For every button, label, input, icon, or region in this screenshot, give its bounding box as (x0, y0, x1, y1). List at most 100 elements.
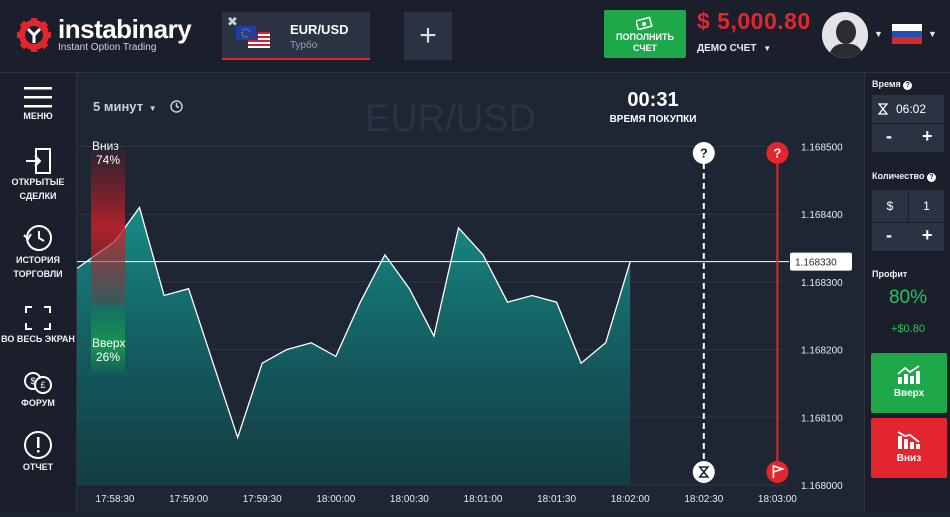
nav-label: ФОРУМ (21, 398, 55, 408)
down-sentiment-bar (91, 150, 125, 305)
deposit-button[interactable]: ПОПОЛНИТЬ СЧЕТ (604, 10, 686, 58)
x-tick-label: 18:02:00 (611, 494, 650, 505)
timeframe-selector[interactable]: 5 минут ▼ (93, 99, 183, 116)
deposit-label-2: СЧЕТ (632, 43, 658, 53)
y-tick-label: 1.168500 (801, 143, 843, 154)
avatar[interactable] (822, 12, 868, 58)
price-area (77, 207, 631, 485)
alert-icon (24, 431, 52, 459)
x-tick-label: 18:03:00 (758, 494, 797, 505)
svg-text:?: ? (773, 146, 781, 161)
account-label: ДЕМО СЧЕТ (697, 43, 757, 54)
price-line (76, 206, 631, 440)
x-tick-label: 18:01:30 (537, 494, 576, 505)
nav-forum[interactable]: $ £ ФОРУМ (0, 370, 76, 410)
up-sentiment-bar (91, 305, 125, 373)
finish-flag-icon (766, 461, 789, 483)
profit-amount: +$0.80 (891, 323, 925, 335)
nav-label: ОТЧЕТ (22, 462, 54, 472)
nav-label: ОТКРЫТЫЕ (11, 177, 65, 187)
time-label-text: Время (872, 79, 901, 89)
time-minus-button[interactable]: - (886, 126, 892, 146)
svg-text:£: £ (40, 380, 45, 390)
svg-text:?: ? (700, 146, 708, 161)
nav-report[interactable]: ОТЧЕТ (0, 430, 76, 474)
asset-name: EUR/USD (290, 22, 349, 37)
nav-label: СДЕЛКИ (19, 191, 57, 201)
deposit-label-1: ПОПОЛНИТЬ (616, 32, 674, 42)
quantity-input[interactable]: $ 1 (872, 190, 944, 222)
x-tick-label: 18:01:00 (464, 494, 503, 505)
user-silhouette-icon (822, 12, 868, 58)
left-nav: МЕНЮ ОТКРЫТЫЕ СДЕЛКИ ИСТОРИЯ ТОРГОВЛИ ВО… (0, 73, 77, 512)
down-button-label: Вниз (896, 453, 922, 464)
y-tick-label: 1.168000 (801, 481, 843, 492)
quantity-stepper: - + (872, 223, 944, 251)
clock-icon[interactable] (170, 100, 183, 116)
nav-open-trades[interactable]: ОТКРЫТЫЕ СДЕЛКИ (0, 147, 76, 203)
x-tick-label: 18:00:30 (390, 494, 429, 505)
asset-tab-eurusd[interactable]: ✖ EUR/USD Турбо (222, 12, 370, 60)
russia-flag-icon[interactable] (892, 24, 922, 44)
help-icon[interactable]: ? (926, 173, 936, 182)
current-price-tag: 1.168330 (790, 252, 852, 271)
chevron-down-icon: ▼ (148, 104, 157, 113)
time-stepper: - + (872, 124, 944, 152)
help-icon[interactable]: ? (903, 81, 913, 90)
close-icon[interactable]: ✖ (227, 14, 238, 29)
eu-us-flag-icon (236, 26, 270, 48)
nav-fullscreen[interactable]: ВО ВЕСЬ ЭКРАН (0, 304, 76, 346)
svg-text:$: $ (30, 376, 35, 386)
quantity-label-text: Количество (872, 171, 925, 181)
down-label: Вниз (92, 139, 119, 153)
up-percent: 26% (96, 350, 120, 364)
profit-percent: 80% (888, 287, 928, 308)
money-icon (604, 16, 686, 32)
forum-coins-icon: $ £ (24, 372, 52, 394)
y-tick-label: 1.168300 (801, 278, 843, 289)
history-clock-icon (23, 225, 52, 251)
asset-watermark: EUR/USD (365, 98, 536, 140)
logo-name: instabinary (58, 14, 192, 44)
timer-label: ВРЕМЯ ПОКУПКИ (609, 114, 697, 125)
balance-amount: $ 5,000.80 (697, 8, 811, 34)
quantity-value[interactable]: 1 (909, 190, 944, 222)
currency-symbol: $ (872, 190, 908, 222)
nav-trade-history[interactable]: ИСТОРИЯ ТОРГОВЛИ (0, 223, 76, 281)
account-selector[interactable]: ДЕМО СЧЕТ ▼ (697, 43, 771, 54)
timeframe-label: 5 минут (93, 99, 144, 114)
up-label: Вверх (92, 336, 125, 350)
expiry-help-icon[interactable]: ? (766, 142, 789, 164)
chart-area[interactable]: EUR/USD 1.168500 1.168400 1.168300 1.168200… (63, 59, 864, 512)
hamburger-icon (24, 87, 52, 108)
x-tick-label: 17:58:30 (96, 494, 135, 505)
chevron-down-icon[interactable]: ▼ (874, 29, 883, 39)
hourglass-icon (692, 461, 715, 483)
timer-value: 00:31 (627, 89, 679, 111)
fullscreen-icon (25, 306, 51, 330)
add-asset-button[interactable]: + (404, 12, 452, 60)
hourglass-icon (878, 103, 888, 115)
quantity-minus-button[interactable]: - (886, 225, 892, 245)
nav-label: ИСТОРИЯ (16, 255, 60, 265)
call-up-button[interactable]: Вверх (871, 353, 947, 413)
x-tick-label: 17:59:00 (169, 494, 208, 505)
down-percent: 74% (96, 153, 120, 167)
price-chart[interactable]: EUR/USD 1.168500 1.168400 1.168300 1.168200… (63, 59, 864, 512)
trend-up-icon (897, 365, 920, 384)
time-display[interactable]: 06:02 (872, 95, 944, 123)
nav-menu[interactable]: МЕНЮ (0, 85, 76, 123)
logo[interactable]: instabinary Instant Option Trading (16, 14, 192, 54)
open-trades-icon (26, 148, 51, 174)
put-down-button[interactable]: Вниз (871, 418, 947, 478)
asset-mode: Турбо (290, 40, 318, 51)
purchase-help-icon[interactable]: ? (692, 142, 715, 164)
quantity-plus-button[interactable]: + (922, 225, 933, 245)
chevron-down-icon[interactable]: ▼ (928, 29, 937, 39)
time-plus-button[interactable]: + (922, 126, 933, 146)
profit-label: Профит (872, 269, 908, 279)
nav-label: ВО ВЕСЬ ЭКРАН (1, 334, 75, 344)
x-tick-label: 18:00:00 (316, 494, 355, 505)
y-tick-label: 1.168200 (801, 346, 843, 357)
quantity-label: Количество ? (872, 171, 936, 182)
